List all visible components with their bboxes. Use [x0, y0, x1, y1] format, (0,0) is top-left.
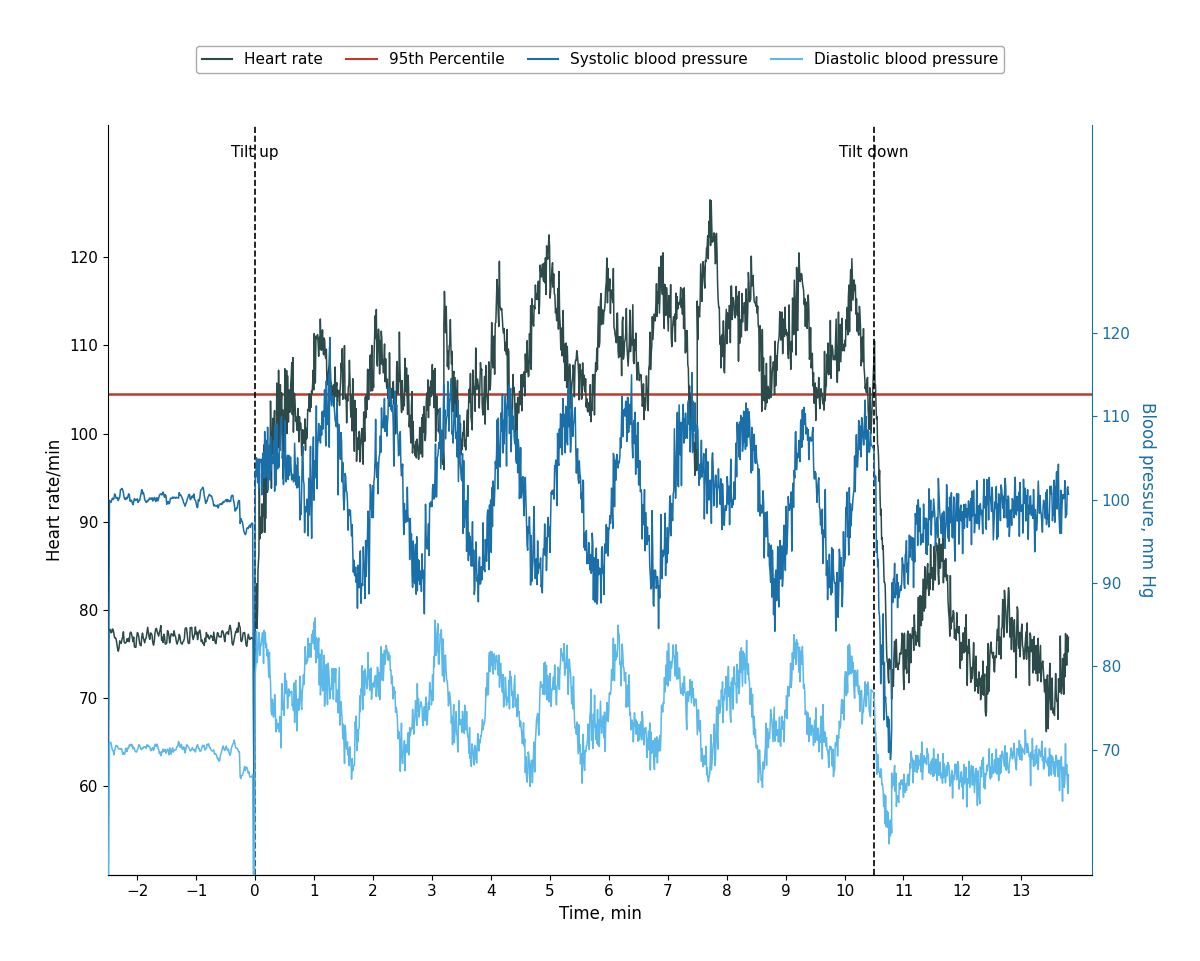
X-axis label: Time, min: Time, min [558, 905, 642, 923]
Text: Tilt up: Tilt up [232, 145, 280, 160]
Legend: Heart rate, 95th Percentile, Systolic blood pressure, Diastolic blood pressure: Heart rate, 95th Percentile, Systolic bl… [196, 46, 1004, 73]
Y-axis label: Heart rate/min: Heart rate/min [46, 438, 64, 561]
Y-axis label: Blood pressure, mm Hg: Blood pressure, mm Hg [1138, 402, 1156, 598]
Text: Tilt down: Tilt down [839, 145, 908, 160]
